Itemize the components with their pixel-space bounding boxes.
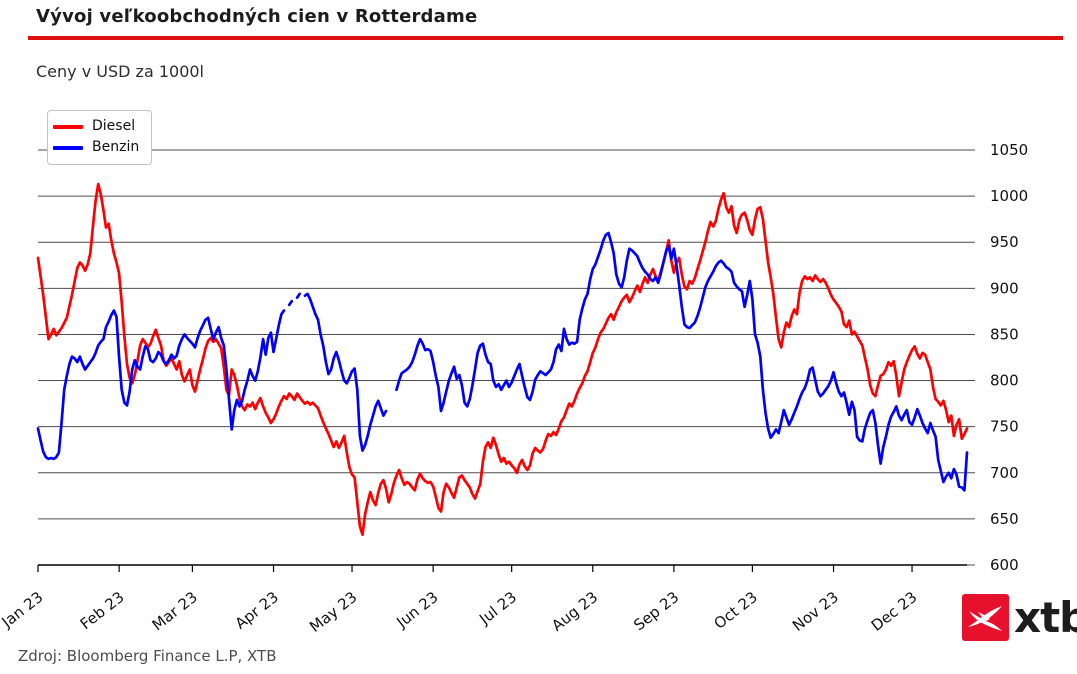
x-tick-label: Oct 23 <box>711 588 761 633</box>
x-tick-label: Mar 23 <box>149 588 201 634</box>
legend-label-benzin: Benzin <box>92 139 140 155</box>
svg-text:Dec 23: Dec 23 <box>868 588 921 635</box>
x-tick-label: May 23 <box>306 588 360 636</box>
y-tick-label: 950 <box>990 233 1019 251</box>
page-title: Vývoj veľkoobchodných cien v Rotterdame <box>36 6 478 27</box>
y-tick-label: 800 <box>990 372 1019 390</box>
y-tick-label: 1000 <box>990 187 1028 205</box>
xtb-x-swoosh-icon <box>962 594 1009 641</box>
svg-text:Feb 23: Feb 23 <box>77 588 128 633</box>
x-tick-label: Nov 23 <box>789 588 842 635</box>
x-tick-label: Jun 23 <box>392 588 441 632</box>
xtb-logo: xtb <box>962 594 1077 641</box>
source-attribution: Zdroj: Bloomberg Finance L.P, XTB <box>18 647 277 665</box>
x-tick-label: Jan 23 <box>0 588 46 632</box>
x-tick-label: Jul 23 <box>475 588 520 629</box>
y-tick-label: 850 <box>990 325 1019 343</box>
x-tick-label: Aug 23 <box>548 588 601 635</box>
x-tick-label: Apr 23 <box>232 588 282 633</box>
legend-item-diesel: Diesel <box>53 116 139 137</box>
svg-text:Jan 23: Jan 23 <box>0 588 46 632</box>
benzin-line <box>36 231 969 492</box>
y-tick-label: 1050 <box>990 141 1028 159</box>
svg-text:Nov 23: Nov 23 <box>789 588 842 635</box>
svg-text:Oct 23: Oct 23 <box>711 588 761 633</box>
benzin-line-swatch-icon <box>53 145 83 150</box>
y-tick-label: 600 <box>990 556 1019 574</box>
svg-text:Sep 23: Sep 23 <box>630 588 682 634</box>
svg-text:Mar 23: Mar 23 <box>149 588 201 634</box>
title-underline-rule <box>28 36 1063 40</box>
svg-text:Jul 23: Jul 23 <box>475 588 520 629</box>
y-tick-label: 700 <box>990 464 1019 482</box>
legend-label-diesel: Diesel <box>92 118 136 134</box>
svg-text:Apr 23: Apr 23 <box>232 588 282 633</box>
chart-units-subtitle: Ceny v USD za 1000l <box>36 62 204 81</box>
x-tick-label: Sep 23 <box>630 588 682 634</box>
svg-text:Aug 23: Aug 23 <box>548 588 601 635</box>
xtb-wordmark: xtb <box>1014 593 1077 642</box>
x-tick-label: Dec 23 <box>868 588 921 635</box>
y-tick-label: 750 <box>990 418 1019 436</box>
svg-text:May 23: May 23 <box>306 588 360 636</box>
svg-text:Jun 23: Jun 23 <box>392 588 441 632</box>
y-tick-label: 650 <box>990 510 1019 528</box>
chart-legend: Diesel Benzin <box>47 110 153 165</box>
diesel-line-swatch-icon <box>53 124 83 129</box>
y-tick-label: 900 <box>990 279 1019 297</box>
legend-item-benzin: Benzin <box>53 137 139 158</box>
diesel-line <box>36 182 969 536</box>
x-tick-label: Feb 23 <box>77 588 128 633</box>
